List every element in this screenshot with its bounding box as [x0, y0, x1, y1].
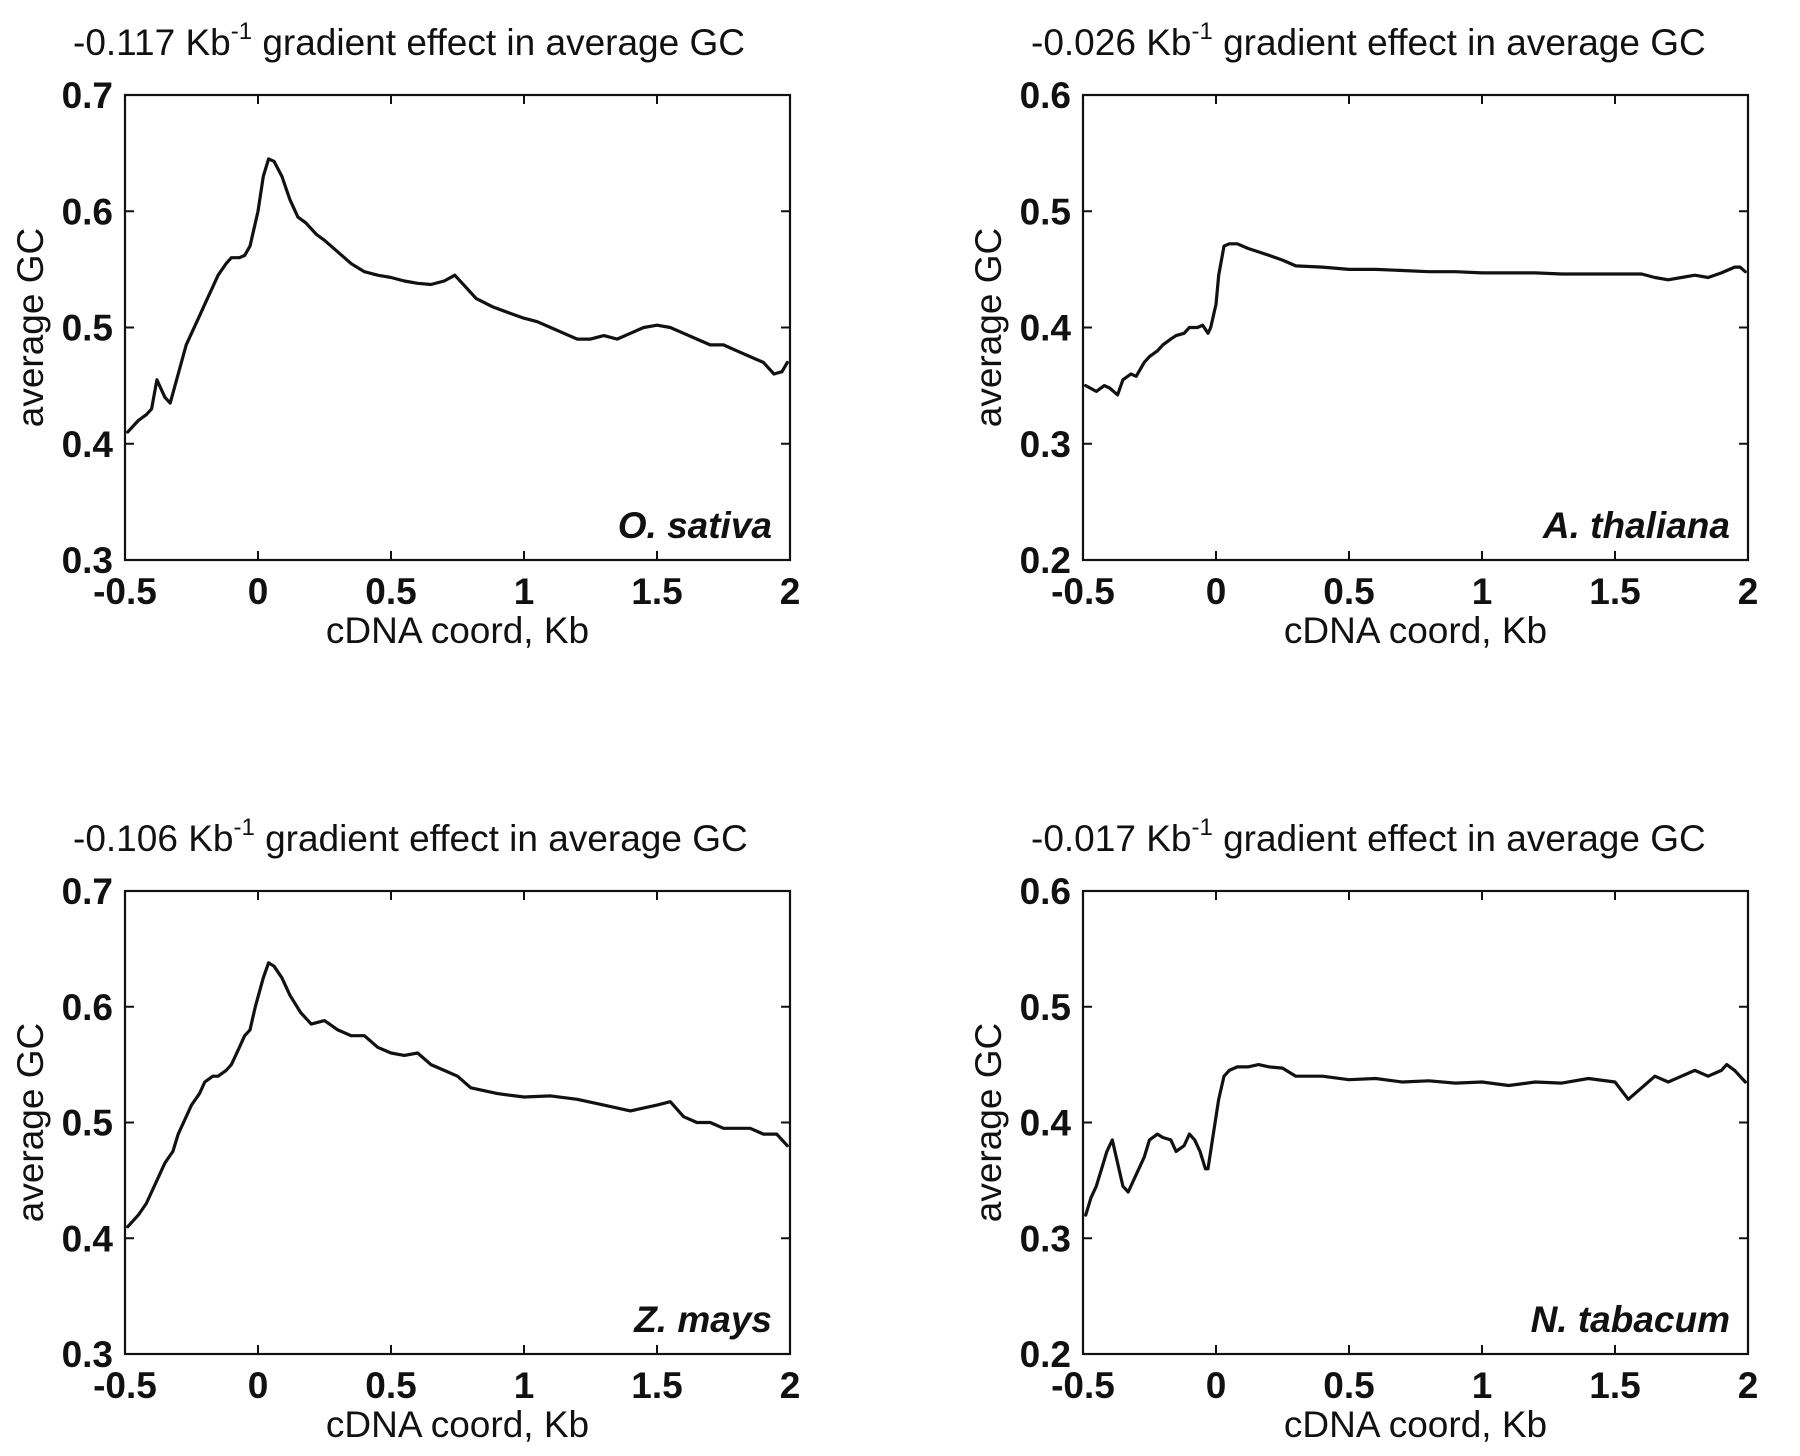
y-axis-label: average GC: [968, 228, 1009, 428]
chart-panel-3: -0.106 Kb-1 gradient effect in average G…: [10, 814, 800, 1445]
x-tick-label: 1: [1472, 571, 1493, 612]
x-tick-label: -0.5: [93, 1365, 157, 1406]
y-tick-label: 0.3: [62, 1334, 113, 1375]
x-tick-label: 0: [248, 571, 269, 612]
y-tick-label: 0.4: [1020, 1103, 1072, 1144]
x-tick-label: 2: [1738, 1365, 1759, 1406]
x-tick-label: 1.5: [631, 1365, 682, 1406]
species-annotation: A. thaliana: [1542, 505, 1730, 546]
x-tick-label: 1: [1472, 1365, 1493, 1406]
chart-title-prefix: -0.106 Kb: [73, 818, 233, 859]
y-tick-label: 0.4: [1020, 308, 1072, 349]
y-tick-label: 0.2: [1020, 540, 1071, 581]
x-tick-label: -0.5: [1051, 571, 1115, 612]
x-axis-label: cDNA coord, Kb: [326, 610, 589, 651]
chart-title-suffix: gradient effect in average GC: [255, 818, 748, 859]
x-axis-label: cDNA coord, Kb: [1284, 1404, 1547, 1445]
x-tick-label: 1.5: [631, 571, 682, 612]
chart-title: -0.017 Kb-1 gradient effect in average G…: [1031, 814, 1706, 859]
plot-frame: [1081, 93, 1750, 562]
series-line-1: [126, 961, 789, 1229]
y-tick-label: 0.6: [1020, 75, 1071, 116]
y-tick-label: 0.7: [62, 75, 113, 116]
x-tick-label: 0: [1206, 571, 1227, 612]
y-tick-label: 0.7: [62, 871, 113, 912]
x-tick-label: 0.5: [365, 571, 416, 612]
x-tick-label: -0.5: [93, 571, 157, 612]
y-tick-label: 0.6: [62, 987, 113, 1028]
chart-title-prefix: -0.117 Kb: [73, 22, 231, 63]
species-annotation: Z. mays: [633, 1299, 772, 1340]
y-tick-label: 0.5: [1020, 191, 1071, 232]
series-line-1: [1084, 1063, 1747, 1217]
x-tick-label: 2: [780, 571, 801, 612]
chart-panel-2: -0.026 Kb-1 gradient effect in average G…: [968, 18, 1758, 651]
y-tick-label: 0.4: [62, 1218, 114, 1259]
x-tick-label: 0: [1206, 1365, 1227, 1406]
chart-panel-1: -0.117 Kb-1 gradient effect in average G…: [10, 18, 800, 651]
x-tick-label: 1.5: [1589, 1365, 1640, 1406]
species-annotation: O. sativa: [618, 505, 772, 546]
x-tick-label: 1: [514, 1365, 535, 1406]
plot-frame: [123, 93, 792, 562]
chart-title: -0.106 Kb-1 gradient effect in average G…: [73, 814, 748, 859]
chart-title-suffix: gradient effect in average GC: [1213, 818, 1706, 859]
chart-title-exponent: -1: [233, 814, 254, 841]
series-line-1: [1084, 242, 1747, 397]
chart-title-suffix: gradient effect in average GC: [1213, 22, 1706, 63]
x-tick-label: 0: [248, 1365, 269, 1406]
y-tick-label: 0.5: [62, 308, 113, 349]
x-axis-label: cDNA coord, Kb: [1284, 610, 1547, 651]
chart-title-exponent: -1: [231, 18, 252, 45]
chart-title-prefix: -0.026 Kb: [1031, 22, 1191, 63]
species-annotation: N. tabacum: [1531, 1299, 1730, 1340]
y-tick-label: 0.5: [62, 1103, 113, 1144]
chart-title: -0.117 Kb-1 gradient effect in average G…: [73, 18, 745, 63]
y-axis-label: average GC: [10, 1023, 51, 1223]
chart-title-prefix: -0.017 Kb: [1031, 818, 1191, 859]
x-tick-label: 2: [780, 1365, 801, 1406]
y-tick-label: 0.2: [1020, 1334, 1071, 1375]
y-tick-label: 0.3: [62, 540, 113, 581]
chart-title-exponent: -1: [1191, 814, 1212, 841]
x-tick-label: 1.5: [1589, 571, 1640, 612]
chart-title: -0.026 Kb-1 gradient effect in average G…: [1031, 18, 1706, 63]
x-tick-label: 1: [514, 571, 535, 612]
plot-frame: [1081, 889, 1750, 1356]
x-axis-label: cDNA coord, Kb: [326, 1404, 589, 1445]
y-tick-label: 0.5: [1020, 987, 1071, 1028]
y-axis-label: average GC: [10, 228, 51, 428]
chart-panel-4: -0.017 Kb-1 gradient effect in average G…: [968, 814, 1758, 1445]
plot-frame: [123, 889, 792, 1356]
x-tick-label: 0.5: [1323, 1365, 1374, 1406]
x-tick-label: 0.5: [365, 1365, 416, 1406]
series-line-1: [126, 157, 789, 434]
y-tick-label: 0.3: [1020, 424, 1071, 465]
x-tick-label: 0.5: [1323, 571, 1374, 612]
chart-title-exponent: -1: [1191, 18, 1212, 45]
y-tick-label: 0.3: [1020, 1218, 1071, 1259]
chart-title-suffix: gradient effect in average GC: [252, 22, 745, 63]
x-tick-label: 2: [1738, 571, 1759, 612]
y-tick-label: 0.6: [62, 191, 113, 232]
y-tick-label: 0.4: [62, 424, 114, 465]
y-axis-label: average GC: [968, 1023, 1009, 1223]
y-tick-label: 0.6: [1020, 871, 1071, 912]
x-tick-label: -0.5: [1051, 1365, 1115, 1406]
